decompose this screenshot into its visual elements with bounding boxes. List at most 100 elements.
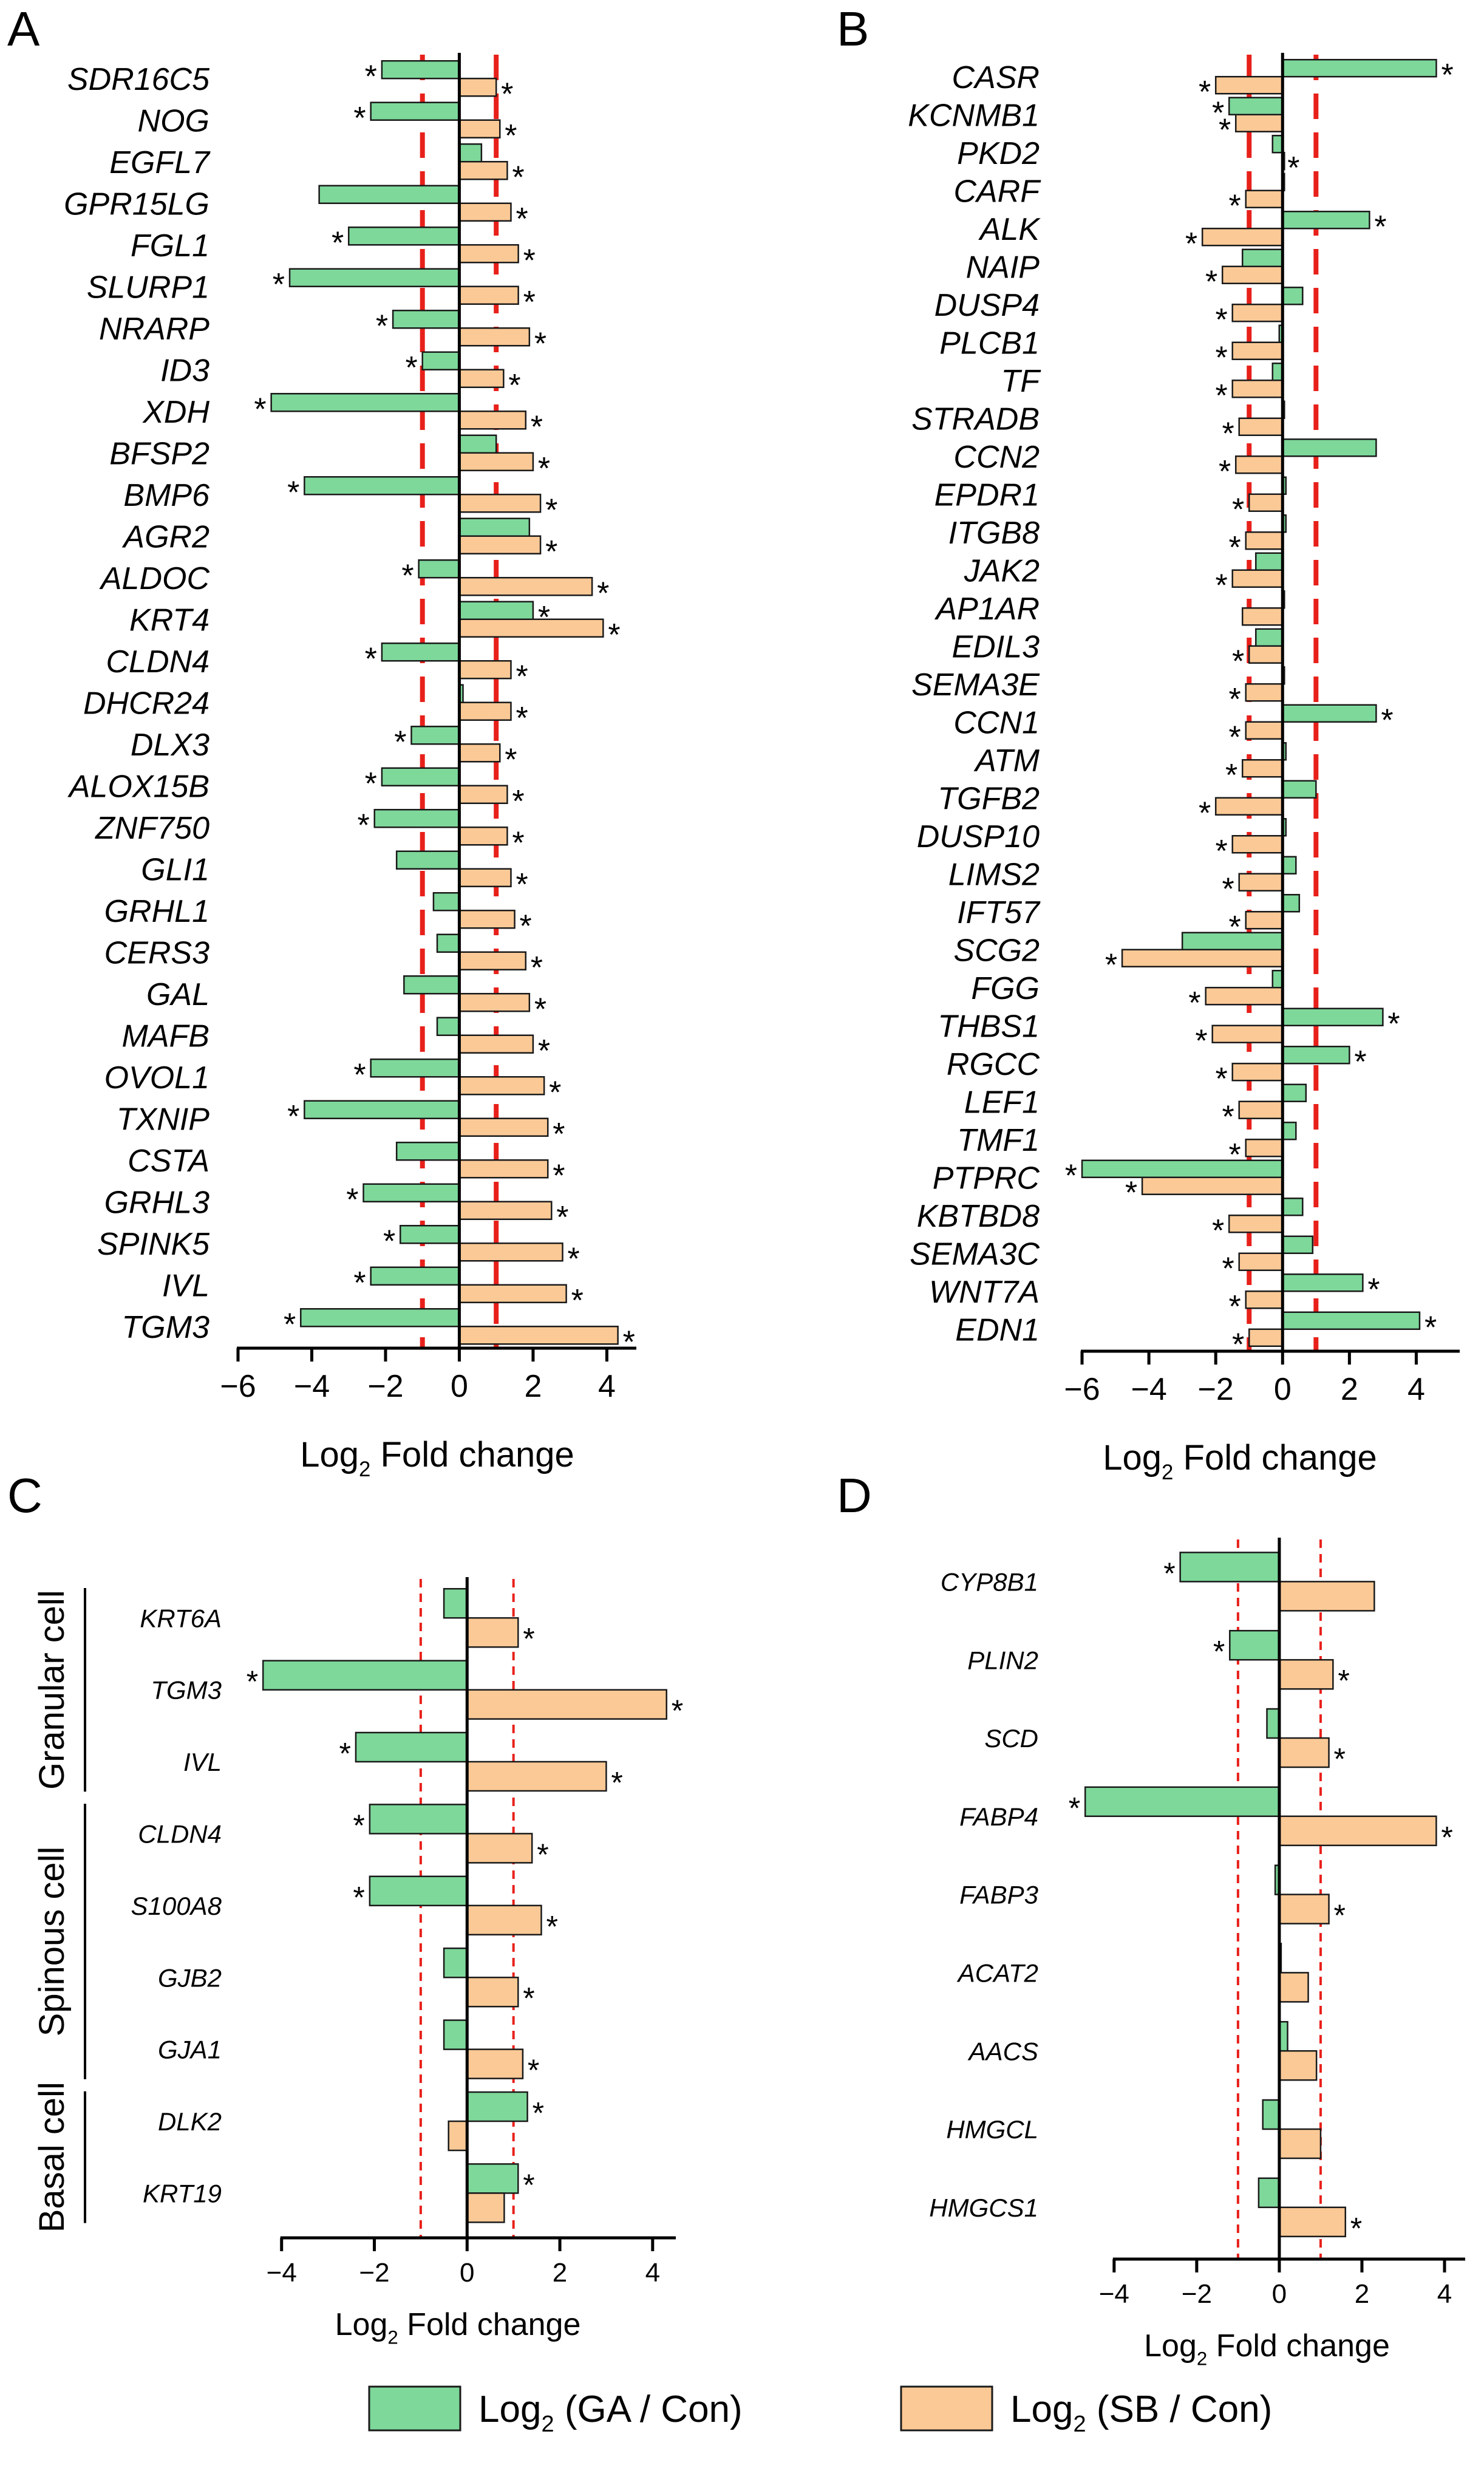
star-tgm3-sb: *	[623, 1324, 635, 1360]
bar-sema3e-sb	[1245, 683, 1284, 702]
star-scd-sb: *	[1334, 1742, 1346, 1776]
star-tgm3-ga: *	[247, 1665, 258, 1699]
gene-label-aldoc: ALDOC	[99, 561, 210, 596]
gene-label-cldn4: CLDN4	[106, 644, 210, 680]
bar-scg2-sb	[1121, 949, 1284, 967]
bar-sema3c-ga	[1282, 1235, 1314, 1254]
bar-kcnmb1-sb	[1234, 114, 1284, 132]
star-grhl3-ga: *	[346, 1182, 358, 1218]
star-sema3e-sb: *	[1228, 682, 1241, 717]
gene-label-slurp1: SLURP1	[87, 270, 209, 305]
bar-alox15b-sb	[458, 785, 508, 804]
x-tick-label: −4	[294, 1369, 330, 1404]
x-tick-label: 4	[598, 1369, 616, 1404]
bar-epdr1-sb	[1248, 493, 1284, 512]
gene-label-stradb: STRADB	[911, 401, 1040, 437]
bar-cyp8b1-ga	[1179, 1552, 1281, 1583]
star-znf750-sb: *	[512, 825, 524, 861]
bar-tmf1-ga	[1282, 1122, 1297, 1140]
x-tick-label: −4	[1099, 2279, 1129, 2309]
bar-wnt7a-sb	[1245, 1290, 1284, 1309]
gene-label-epdr1: EPDR1	[934, 477, 1040, 513]
star-ptprc-sb: *	[1125, 1175, 1137, 1210]
bar-tgm3-sb	[466, 1689, 667, 1720]
star-krt6a-sb: *	[523, 1622, 534, 1656]
star-plin2-sb: *	[1338, 1664, 1349, 1698]
x-axis-label: Log2 Fold change	[1144, 2328, 1390, 2370]
bar-carf-sb	[1245, 189, 1284, 208]
panel-d-chart: * CYP8B1 * * PLIN2 * SCD * * FABP4 * FABP3 ACAT2 AACS…	[929, 1538, 1465, 2370]
bar-edil3-sb	[1248, 645, 1284, 664]
x-tick-label: 0	[460, 2258, 474, 2288]
bar-bmp6-sb	[458, 494, 542, 513]
star-nrarp-sb: *	[534, 326, 546, 361]
bar-cyp8b1-sb	[1278, 1581, 1375, 1612]
group-label-basal-cell: Basal cell	[32, 2082, 72, 2232]
star-gja1-sb: *	[528, 2053, 539, 2087]
star-tf-sb: *	[1215, 378, 1227, 414]
bar-thbs1-sb	[1211, 1024, 1284, 1043]
bar-egfl7-sb	[458, 161, 508, 180]
gene-label-aacs: AACS	[967, 2037, 1038, 2065]
gene-label-dlx3: DLX3	[131, 728, 209, 763]
bar-ccn1-ga	[1282, 704, 1377, 723]
star-wnt7a-ga: *	[1367, 1272, 1380, 1307]
bar-acat2-sb	[1278, 1972, 1309, 2003]
bar-gli1-ga	[395, 850, 460, 870]
star-ccn1-ga: *	[1381, 703, 1393, 738]
gene-label-lims2: LIMS2	[948, 857, 1040, 892]
gene-label-znf750: ZNF750	[94, 811, 209, 846]
star-aldoc-ga: *	[401, 558, 414, 593]
star-dlk2-ga: *	[533, 2096, 544, 2130]
legend-swatch-ga	[368, 2385, 461, 2432]
bar-ovol1-sb	[458, 1076, 545, 1096]
panel-a-chart: * *SDR16C5* *NOG*EGFL7*GPR15LG* *FGL1* *SLUR…	[64, 53, 636, 1481]
bar-cldn4-ga	[381, 643, 460, 662]
star-slurp1-ga: *	[273, 267, 285, 302]
star-wnt7a-sb: *	[1228, 1289, 1241, 1324]
x-axis-label: Log2 Fold change	[300, 1435, 574, 1481]
bar-fabp3-sb	[1278, 1894, 1330, 1924]
bar-fgl1-sb	[458, 244, 519, 264]
bar-wnt7a-ga	[1282, 1273, 1364, 1292]
group-label-granular-cell: Granular cell	[32, 1590, 72, 1790]
star-lef1-sb: *	[1222, 1099, 1234, 1134]
star-aldoc-sb: *	[597, 576, 609, 611]
gene-label-fgl1: FGL1	[131, 228, 209, 264]
bar-spink5-ga	[400, 1225, 460, 1244]
star-alk-sb: *	[1185, 227, 1197, 262]
bar-dlx3-ga	[410, 726, 460, 745]
bar-xdh-ga	[270, 393, 460, 412]
star-bmp6-ga: *	[287, 475, 299, 510]
bar-fgg-sb	[1205, 987, 1284, 1006]
star-cldn4-sb: *	[537, 1838, 548, 1872]
star-dusp10-sb: *	[1215, 834, 1227, 869]
gene-label-gpr15lg: GPR15LG	[64, 186, 209, 222]
star-fgl1-ga: *	[332, 225, 344, 261]
star-nog-sb: *	[505, 118, 517, 154]
x-tick-label: 4	[1407, 1372, 1425, 1407]
bar-bfsp2-ga	[458, 434, 497, 454]
star-scg2-sb: *	[1105, 947, 1117, 983]
bar-krt4-sb	[458, 618, 604, 638]
star-s100a8-ga: *	[353, 1880, 364, 1914]
star-lims2-sb: *	[1222, 871, 1234, 907]
panel-a: A * *SDR16C5* *NOG*EGFL7*GPR15LG* *FGL1* *SL…	[7, 2, 636, 1481]
bar-nrarp-sb	[458, 327, 531, 347]
bar-krt4-ga	[458, 601, 534, 620]
bar-alk-sb	[1201, 228, 1284, 247]
x-tick-label: 4	[645, 2258, 660, 2288]
bar-nrarp-ga	[392, 310, 460, 329]
star-stradb-sb: *	[1222, 416, 1234, 451]
bar-krt6a-ga	[443, 1587, 468, 1619]
bar-gpr15lg-sb	[458, 202, 512, 222]
bar-slurp1-sb	[458, 285, 519, 305]
bar-tgfb2-ga	[1282, 780, 1317, 799]
bar-thbs1-ga	[1282, 1007, 1384, 1026]
panel-letter-a: A	[7, 2, 40, 56]
star-ivl-sb: *	[611, 1766, 622, 1800]
x-tick-label: −4	[267, 2258, 297, 2288]
star-cldn4-ga: *	[353, 1808, 364, 1842]
bar-xdh-sb	[458, 411, 527, 430]
